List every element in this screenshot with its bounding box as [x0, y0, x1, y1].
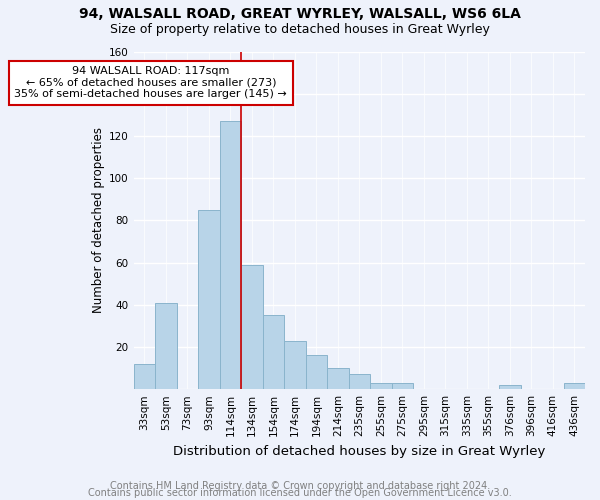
Bar: [349, 374, 370, 389]
Text: Contains public sector information licensed under the Open Government Licence v3: Contains public sector information licen…: [88, 488, 512, 498]
Bar: [134, 364, 155, 389]
X-axis label: Distribution of detached houses by size in Great Wyrley: Distribution of detached houses by size …: [173, 444, 545, 458]
Bar: [370, 383, 392, 389]
Bar: [241, 264, 263, 389]
Bar: [155, 302, 176, 389]
Text: 94 WALSALL ROAD: 117sqm
← 65% of detached houses are smaller (273)
35% of semi-d: 94 WALSALL ROAD: 117sqm ← 65% of detache…: [14, 66, 287, 100]
Bar: [284, 340, 305, 389]
Bar: [499, 385, 521, 389]
Bar: [392, 383, 413, 389]
Bar: [220, 121, 241, 389]
Bar: [563, 383, 585, 389]
Text: Size of property relative to detached houses in Great Wyrley: Size of property relative to detached ho…: [110, 22, 490, 36]
Bar: [327, 368, 349, 389]
Text: 94, WALSALL ROAD, GREAT WYRLEY, WALSALL, WS6 6LA: 94, WALSALL ROAD, GREAT WYRLEY, WALSALL,…: [79, 8, 521, 22]
Y-axis label: Number of detached properties: Number of detached properties: [92, 128, 105, 314]
Text: Contains HM Land Registry data © Crown copyright and database right 2024.: Contains HM Land Registry data © Crown c…: [110, 481, 490, 491]
Bar: [305, 356, 327, 389]
Bar: [263, 316, 284, 389]
Bar: [198, 210, 220, 389]
